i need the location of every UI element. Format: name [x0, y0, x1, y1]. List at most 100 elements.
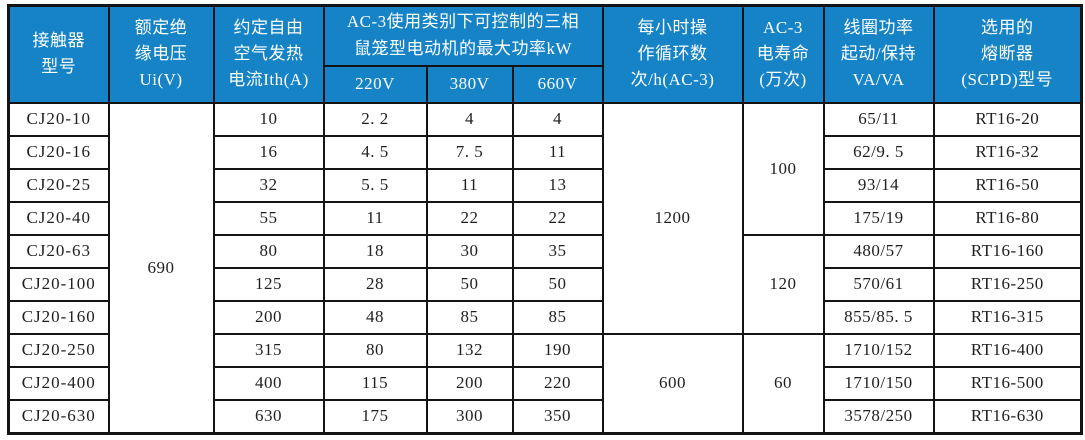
cell-fuse: RT16-500	[932, 365, 1083, 401]
cell-coil-power: 570/61	[822, 266, 935, 302]
cell-kw380: 4	[425, 101, 514, 137]
cell-kw660: 22	[511, 200, 604, 236]
cell-fuse: RT16-160	[932, 233, 1083, 269]
cell-kw220: 115	[322, 365, 428, 401]
cell-ith: 125	[212, 266, 325, 302]
cell-kw380: 200	[425, 365, 514, 401]
cell-fuse: RT16-630	[932, 398, 1083, 434]
cell-fuse: RT16-80	[932, 200, 1083, 236]
cell-ith: 55	[212, 200, 325, 236]
table-row: CJ20-100 125 28 50 50 570/61 RT16-250	[7, 266, 1083, 302]
cell-fuse: RT16-315	[932, 299, 1083, 335]
cell-model: CJ20-630	[7, 398, 110, 434]
cell-fuse: RT16-50	[932, 167, 1083, 203]
header-coil-power: 线圈功率 起动/保持 VA/VA	[822, 4, 935, 104]
cell-kw220: 2. 2	[322, 101, 428, 137]
cell-ith: 200	[212, 299, 325, 335]
cell-kw380: 50	[425, 266, 514, 302]
cell-model: CJ20-400	[7, 365, 110, 401]
header-cycles-per-hour: 每小时操 作循环数 次/h(AC-3)	[601, 4, 744, 104]
cell-ith: 10	[212, 101, 325, 137]
cell-kw220: 4. 5	[322, 134, 428, 170]
cell-coil-power: 62/9. 5	[822, 134, 935, 170]
cell-model: CJ20-100	[7, 266, 110, 302]
cell-ith: 630	[212, 398, 325, 434]
cell-ith: 315	[212, 332, 325, 368]
table-row: CJ20-160 200 48 85 85 855/85. 5 RT16-315	[7, 299, 1083, 335]
table-row: CJ20-630 630 175 300 350 3578/250 RT16-6…	[7, 398, 1083, 434]
cell-kw660: 85	[511, 299, 604, 335]
table-row: CJ20-25 32 5. 5 11 13 93/14 RT16-50	[7, 167, 1083, 203]
cell-ith: 32	[212, 167, 325, 203]
cell-ith: 16	[212, 134, 325, 170]
header-electrical-life: AC-3 电寿命 (万次)	[741, 4, 825, 104]
cell-kw220: 48	[322, 299, 428, 335]
cell-kw220: 80	[322, 332, 428, 368]
cell-model: CJ20-63	[7, 233, 110, 269]
cell-life: 60	[741, 332, 825, 434]
cell-kw380: 300	[425, 398, 514, 434]
cell-ui-voltage: 690	[107, 101, 215, 434]
cell-coil-power: 175/19	[822, 200, 935, 236]
cell-kw380: 11	[425, 167, 514, 203]
table-row: CJ20-250 315 80 132 190 600 60 1710/152 …	[7, 332, 1083, 434]
cell-kw380: 22	[425, 200, 514, 236]
spec-table: 接触器 型号 额定绝 缘电压 Ui(V) 约定自由 空气发热 电流Ith(A) …	[7, 4, 1084, 435]
header-row-sub: 220V 380V 660V	[9, 64, 1082, 104]
cell-kw660: 50	[511, 266, 604, 302]
cell-kw660: 11	[511, 134, 604, 170]
cell-kw660: 4	[511, 101, 604, 137]
cell-fuse: RT16-32	[932, 134, 1083, 170]
header-max-power-kw: AC-3使用类别下可控制的三相 鼠笼型电动机的最大功率kW	[322, 4, 604, 67]
cell-coil-power: 3578/250	[822, 398, 935, 434]
cell-kw380: 30	[425, 233, 514, 269]
header-kw-220v: 220V	[322, 64, 428, 104]
cell-model: CJ20-40	[7, 200, 110, 236]
cell-fuse: RT16-250	[932, 266, 1083, 302]
cell-life: 100	[741, 101, 825, 236]
cell-coil-power: 480/57	[822, 233, 935, 269]
cell-kw380: 85	[425, 299, 514, 335]
cell-coil-power: 855/85. 5	[822, 299, 935, 335]
cell-model: CJ20-16	[7, 134, 110, 170]
cell-coil-power: 1710/150	[822, 365, 935, 401]
cell-model: CJ20-25	[7, 167, 110, 203]
cell-coil-power: 1710/152	[822, 332, 935, 368]
header-thermal-current: 约定自由 空气发热 电流Ith(A)	[212, 4, 325, 104]
table-row: CJ20-40 55 11 22 22 175/19 RT16-80	[7, 200, 1083, 236]
cell-kw220: 28	[322, 266, 428, 302]
header-kw-380v: 380V	[425, 64, 514, 104]
cell-ith: 80	[212, 233, 325, 269]
cell-model: CJ20-160	[7, 299, 110, 335]
contactor-spec-sheet: 接触器 型号 额定绝 缘电压 Ui(V) 约定自由 空气发热 电流Ith(A) …	[7, 4, 1084, 435]
cell-kw660: 350	[511, 398, 604, 434]
cell-fuse: RT16-400	[932, 332, 1083, 368]
cell-kw220: 11	[322, 200, 428, 236]
table-row: CJ20-10 690 10 2. 2 4 4 1200 100 65/11 R…	[7, 101, 1083, 434]
cell-cycles: 1200	[601, 101, 744, 335]
cell-fuse: RT16-20	[932, 101, 1083, 137]
cell-kw660: 190	[511, 332, 604, 368]
cell-coil-power: 93/14	[822, 167, 935, 203]
cell-kw660: 35	[511, 233, 604, 269]
cell-life: 120	[741, 233, 825, 335]
header-fuse-type: 选用的 熔断器 (SCPD)型号	[932, 4, 1083, 104]
cell-kw660: 13	[511, 167, 604, 203]
table-row: CJ20-63 80 18 30 35 120 480/57 RT16-160	[7, 233, 1083, 335]
cell-kw380: 132	[425, 332, 514, 368]
cell-cycles: 600	[601, 332, 744, 434]
cell-kw220: 5. 5	[322, 167, 428, 203]
cell-kw660: 220	[511, 365, 604, 401]
header-row-main: 接触器 型号 额定绝 缘电压 Ui(V) 约定自由 空气发热 电流Ith(A) …	[7, 4, 1083, 104]
header-kw-660v: 660V	[511, 64, 604, 104]
header-model: 接触器 型号	[7, 4, 110, 104]
header-insulation-voltage: 额定绝 缘电压 Ui(V)	[107, 4, 215, 104]
cell-kw220: 175	[322, 398, 428, 434]
cell-model: CJ20-250	[7, 332, 110, 368]
cell-kw380: 7. 5	[425, 134, 514, 170]
table-row: CJ20-16 16 4. 5 7. 5 11 62/9. 5 RT16-32	[7, 134, 1083, 170]
cell-coil-power: 65/11	[822, 101, 935, 137]
cell-kw220: 18	[322, 233, 428, 269]
cell-model: CJ20-10	[7, 101, 110, 137]
cell-ith: 400	[212, 365, 325, 401]
